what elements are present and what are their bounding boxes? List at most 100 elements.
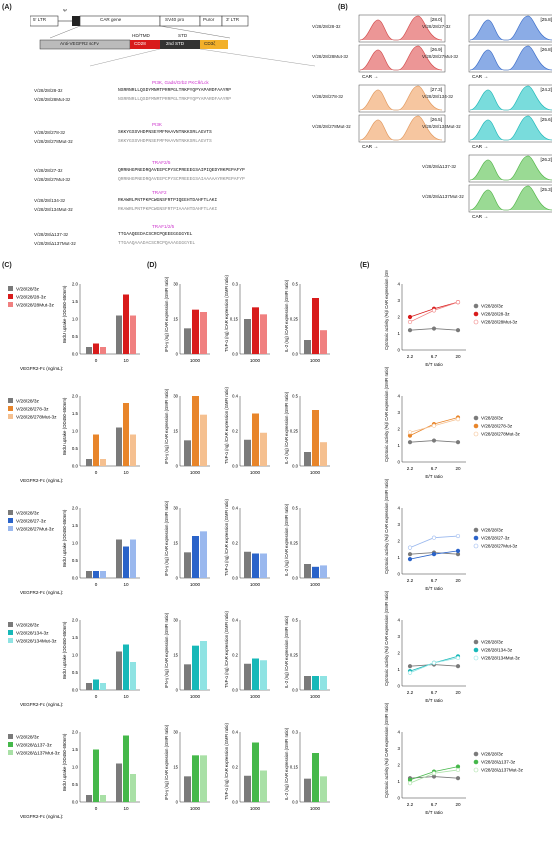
std2-label: 2nd STD — [166, 41, 185, 46]
legend-label: V/28/28/3z — [481, 752, 504, 757]
sequence-mut: SKKYGSSVHDPNSEFMFMAAVNTNKKSRLAGVTS — [118, 139, 212, 144]
y-tick-label: 0.4 — [232, 394, 238, 399]
legend-label: V/28/28/3z — [16, 623, 40, 629]
legend-marker — [473, 751, 479, 757]
charts-area: V/28/28/3z V/28/28/28-3z V/28/28/28Mut-3z 0… — [8, 270, 524, 819]
x-axis-title: E/T ratio — [425, 362, 443, 367]
y-tick-label: 0.5 — [72, 782, 79, 787]
legend-marker — [473, 527, 479, 533]
legend-marker — [473, 759, 479, 765]
sequence-wt: RKAWRLPNTPKPCWGNSFRTPIQEEHTDAHFTLAKI — [118, 198, 218, 203]
cd3z-label: CD3ζ — [204, 41, 216, 46]
histogram-frame — [468, 154, 552, 183]
y-tick-label: 2 — [398, 763, 401, 768]
bar — [100, 571, 106, 578]
flow-sample-label: V/28/28/Δ137-3z — [422, 164, 457, 169]
histogram-curve — [469, 45, 552, 71]
y-tick-label: 0.0 — [232, 352, 238, 357]
flow-sample-label: V/28/28/134-3z — [422, 94, 454, 99]
x-tick-label: 1000 — [250, 358, 261, 363]
bar — [116, 539, 122, 578]
bar — [100, 795, 106, 802]
y-tick-label: 1.0 — [72, 541, 79, 546]
legend-label: V/28/28/134-3z — [16, 631, 49, 637]
sequence-mut: QRRNHGPNEDRQAVEEPCPYSCPREEEGSAIAAAAAYRKP… — [118, 177, 245, 182]
y-tick-label: 30 — [173, 618, 178, 623]
x-tick-label: 1000 — [250, 694, 261, 699]
bar — [320, 776, 327, 802]
y-tick-label: 2 — [398, 651, 401, 656]
y-tick-label: 0.5 — [292, 506, 298, 511]
histogram-frame — [358, 114, 446, 143]
y-tick-label: 1.5 — [72, 411, 79, 416]
y-tick-label: 0.25 — [290, 541, 299, 546]
x-tick-label: 20 — [455, 466, 461, 471]
y-tick-label: 0 — [398, 684, 401, 689]
bar — [320, 676, 327, 690]
legend-label: V/28/28/3z — [16, 735, 40, 741]
panel-label-a: (A) — [2, 4, 12, 11]
y-tick-label: 2 — [398, 539, 401, 544]
data-point — [431, 771, 437, 776]
histogram-frame — [468, 44, 552, 73]
legend-label: V/28/28/Δ137Mut-3z — [481, 768, 524, 773]
y-axis-title: TNF-α (ng) /CAR expression (GMFI ratio) — [224, 723, 229, 800]
flow-sample-label: V/28/28/28Mut-3z — [312, 54, 349, 59]
bar — [100, 683, 106, 690]
bar — [192, 309, 199, 354]
std2-box — [160, 40, 200, 49]
y-tick-label: 3 — [398, 634, 401, 639]
legend-label: V/28/28/278-3z — [16, 407, 49, 413]
panel-label-d: (D) — [147, 262, 157, 269]
flow-sample-label: V/28/28/27-3z — [422, 24, 451, 29]
bar — [192, 536, 199, 578]
y-tick-label: 2 — [398, 315, 401, 320]
legend-label: V/28/28/27-3z — [16, 519, 46, 525]
bar — [192, 396, 199, 466]
flow-histogram: [25.8] [26.8] CAR → — [468, 14, 552, 80]
bar — [252, 413, 259, 466]
y-tick-label: 4 — [398, 730, 401, 735]
legend-marker — [473, 303, 479, 309]
bar — [200, 755, 207, 802]
y-axis-title: BrdU uptake (OD450-650nm) — [62, 285, 67, 343]
x-axis-title: E/T ratio — [425, 698, 443, 703]
x-tick-label: 1000 — [250, 470, 261, 475]
y-tick-label: 15 — [173, 429, 178, 434]
gmfi-value: [25.3] — [541, 187, 552, 192]
y-tick-label: 1.0 — [72, 765, 79, 770]
bar — [116, 651, 122, 690]
y-axis-title: TNF-α (ng) /CAR expression (GMFI ratio) — [224, 611, 229, 688]
y-axis-title: IL-2 (ng) /CAR expression (GMFI ratio) — [284, 279, 289, 352]
y-axis-title: BrdU uptake (OD450-650nm) — [62, 509, 67, 567]
y-axis-title: IFN-γ (ng) /CAR expression (GMFI ratio) — [164, 724, 169, 800]
y-tick-label: 1 — [398, 779, 401, 784]
histogram-frame — [468, 184, 552, 213]
y-tick-label: 15 — [173, 765, 178, 770]
legend-swatch — [8, 742, 13, 747]
bar — [200, 641, 207, 690]
y-tick-label: 0.0 — [72, 800, 79, 805]
y-tick-label: 0.5 — [292, 282, 298, 287]
x-tick-label: 10 — [123, 582, 129, 587]
legend-label: V/28/28/28Mut-3z — [16, 303, 54, 309]
construct-name-mut: V/28/28/134Mut-3z — [34, 207, 73, 212]
y-tick-label: 4 — [398, 506, 401, 511]
y-tick-label: 0.25 — [290, 317, 299, 322]
legend-label: V/28/28/28-3z — [16, 295, 46, 301]
histogram-curve — [469, 185, 552, 211]
legend-marker — [473, 319, 479, 325]
y-tick-label: 1.0 — [72, 653, 79, 658]
x-tick-label: 2.2 — [407, 466, 414, 471]
bar — [123, 294, 129, 354]
data-point — [407, 557, 413, 562]
bar — [123, 644, 129, 690]
bar — [130, 662, 136, 690]
x-tick-label: 2.2 — [407, 578, 414, 583]
x-tick-label: 2.2 — [407, 690, 414, 695]
data-point — [431, 438, 437, 443]
bar — [86, 683, 92, 690]
y-tick-label: 0 — [398, 348, 401, 353]
bar — [100, 459, 106, 466]
y-tick-label: 0 — [176, 688, 179, 693]
